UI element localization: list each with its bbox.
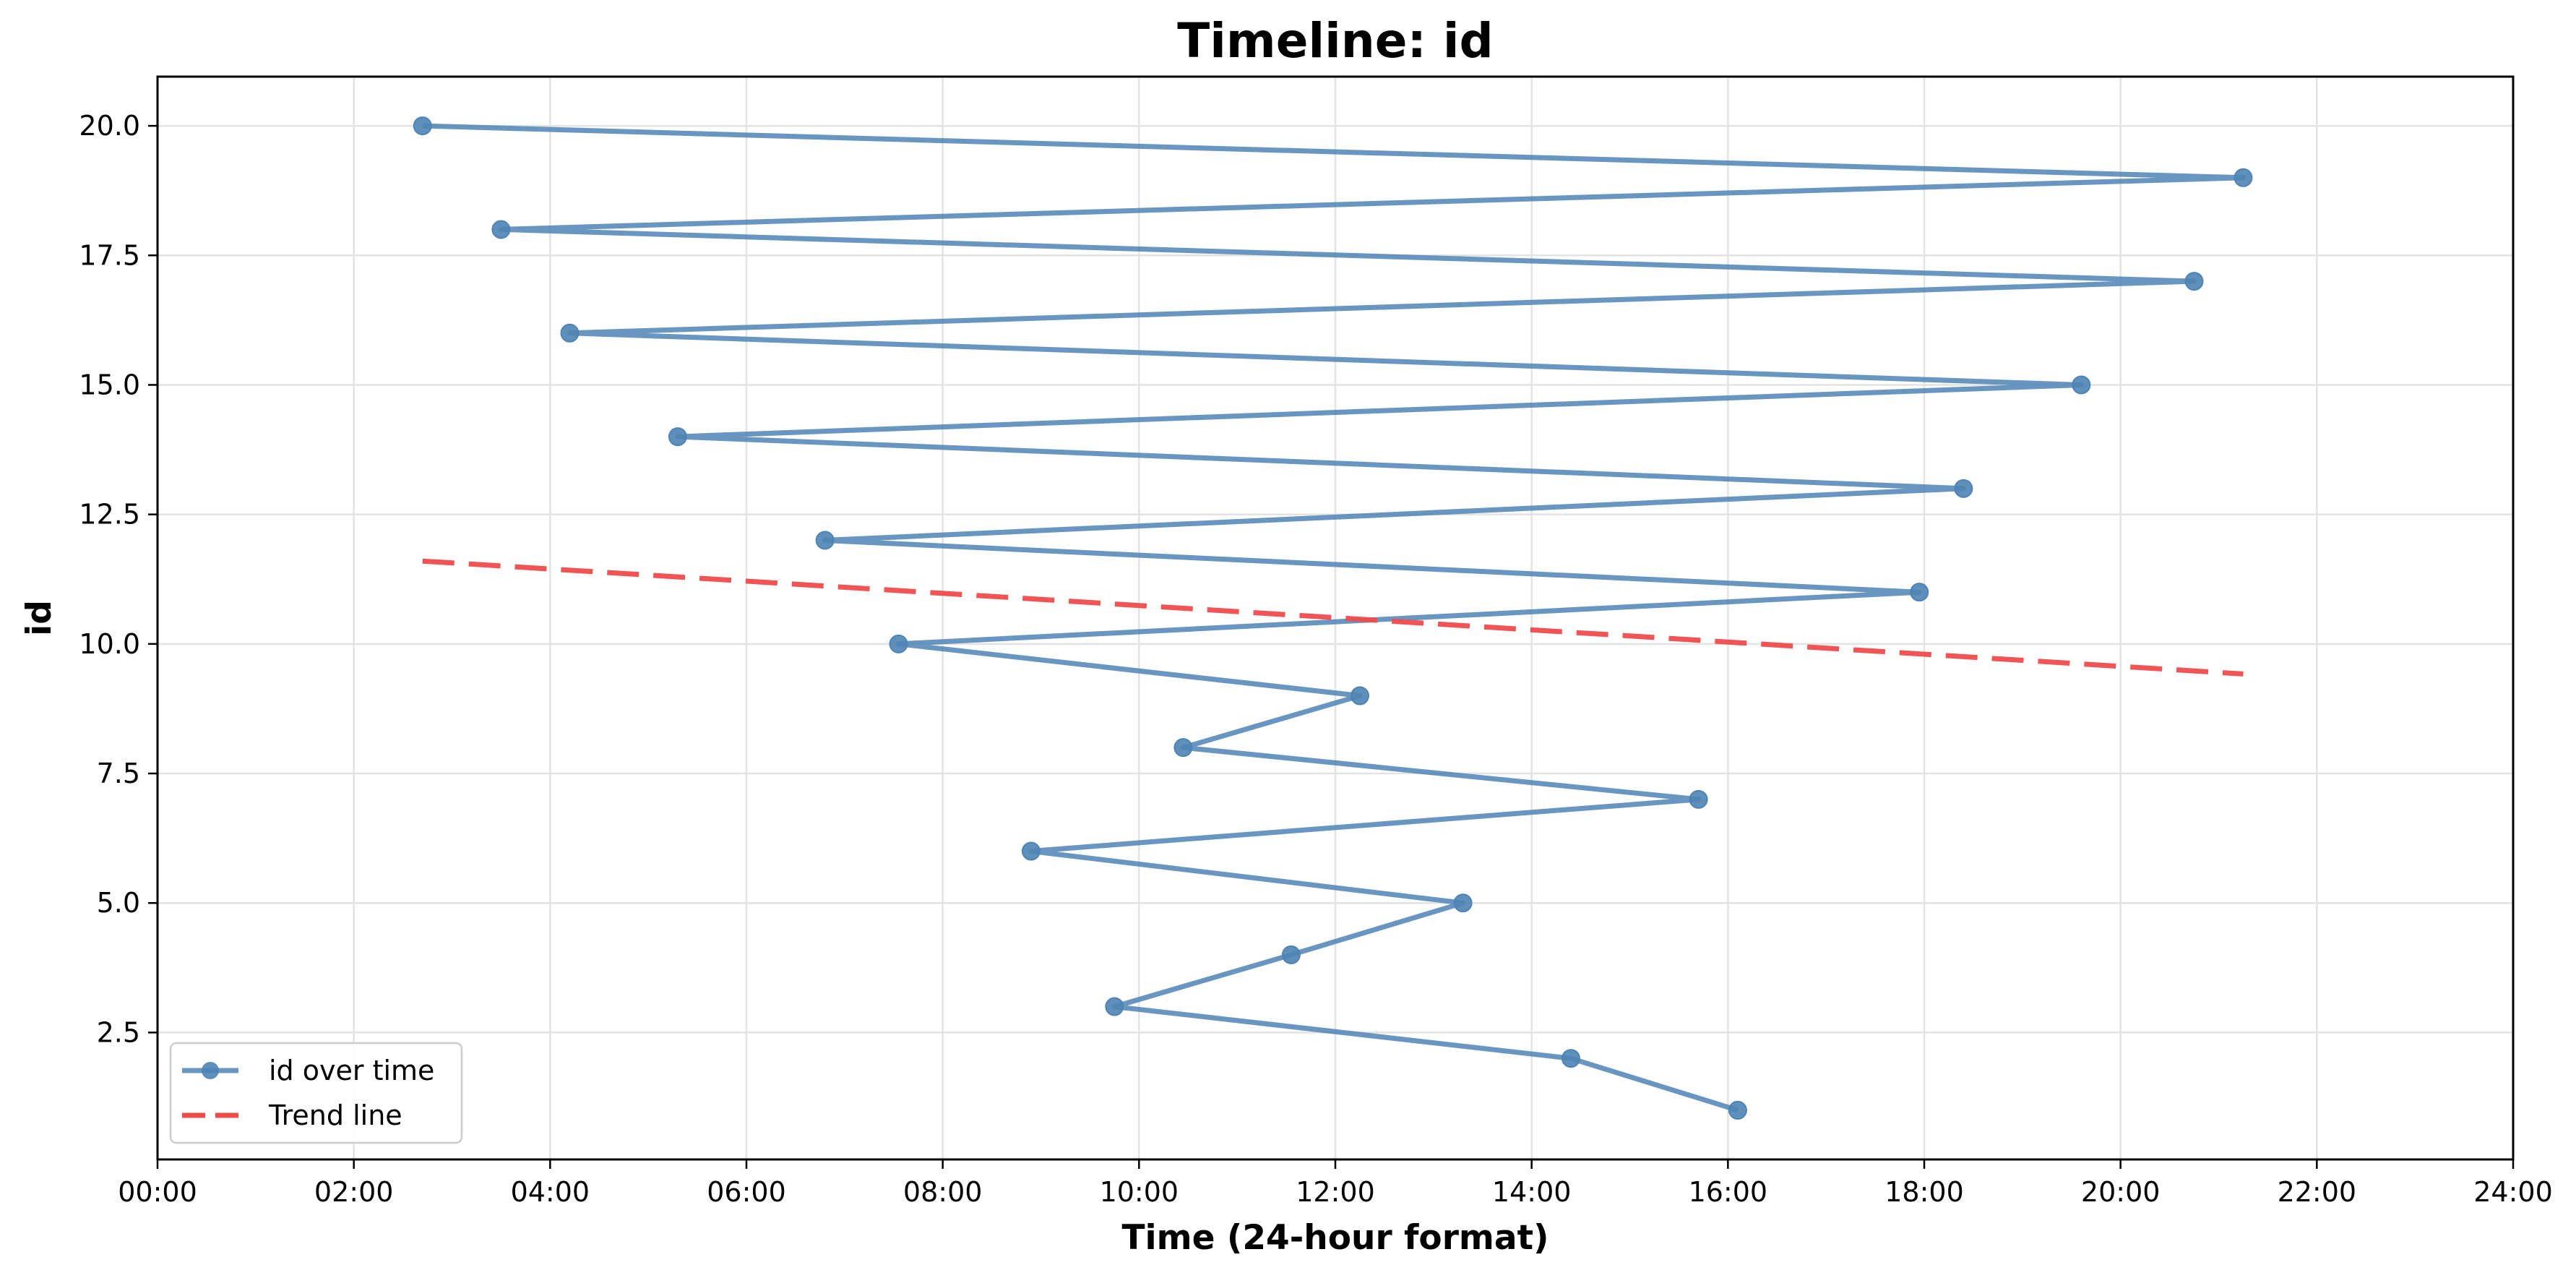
data-point (815, 531, 835, 550)
y-tick-label: 12.5 (79, 499, 140, 531)
data-point (1173, 738, 1193, 758)
legend: id over time Trend line (169, 1042, 463, 1144)
series-layer (413, 116, 2253, 1120)
legend-swatch-marker (202, 1062, 219, 1079)
x-tick-label: 12:00 (1296, 1176, 1375, 1208)
x-tick-label: 00:00 (118, 1176, 197, 1208)
data-point (1105, 997, 1124, 1016)
data-point (2072, 375, 2091, 395)
y-tick-label: 20.0 (79, 110, 140, 142)
chart-title: Timeline: id (1177, 13, 1493, 69)
y-tick-label: 15.0 (79, 369, 140, 400)
x-tick-label: 20:00 (2081, 1176, 2161, 1208)
data-point (2184, 272, 2204, 291)
y-tick-label: 5.0 (97, 887, 140, 919)
y-tick-label: 2.5 (97, 1016, 140, 1048)
data-point (491, 220, 511, 239)
data-point (1453, 893, 1473, 913)
data-point (1689, 789, 1708, 809)
data-point (2233, 168, 2253, 187)
data-point (1728, 1100, 1747, 1120)
data-point (889, 634, 908, 653)
x-tick-label: 24:00 (2473, 1176, 2553, 1208)
y-axis-label: id (20, 600, 59, 636)
data-point (413, 116, 432, 136)
data-point (1350, 686, 1369, 706)
trend-line (422, 558, 2244, 677)
y-tick-label: 17.5 (79, 239, 140, 271)
x-tick-label: 10:00 (1100, 1176, 1179, 1208)
x-tick-label: 18:00 (1884, 1176, 1964, 1208)
x-tick-label: 22:00 (2278, 1176, 2357, 1208)
data-point (1954, 479, 1973, 498)
data-point (668, 427, 687, 447)
x-tick-label: 08:00 (903, 1176, 983, 1208)
y-tick-label: 10.0 (79, 628, 140, 660)
data-point (1561, 1049, 1580, 1068)
tick-layer: 00:00 02:00 04:00 06:00 08:00 10:00 12:00 14:00… (79, 110, 2552, 1208)
x-tick-label: 14:00 (1492, 1176, 1572, 1208)
x-tick-label: 02:00 (314, 1176, 394, 1208)
data-point (1281, 945, 1301, 964)
legend-label: Trend line (268, 1099, 402, 1131)
data-point (1021, 841, 1041, 861)
y-tick-label: 7.5 (97, 758, 140, 789)
x-tick-label: 06:00 (707, 1176, 786, 1208)
x-axis-label: Time (24-hour format) (1121, 1218, 1548, 1258)
legend-label: id over time (269, 1055, 434, 1086)
series-line (422, 123, 2246, 1113)
x-tick-label: 04:00 (511, 1176, 590, 1208)
data-point (1910, 583, 1929, 602)
x-tick-label: 16:00 (1689, 1176, 1768, 1208)
legend-box (169, 1042, 463, 1144)
data-point (560, 323, 580, 343)
